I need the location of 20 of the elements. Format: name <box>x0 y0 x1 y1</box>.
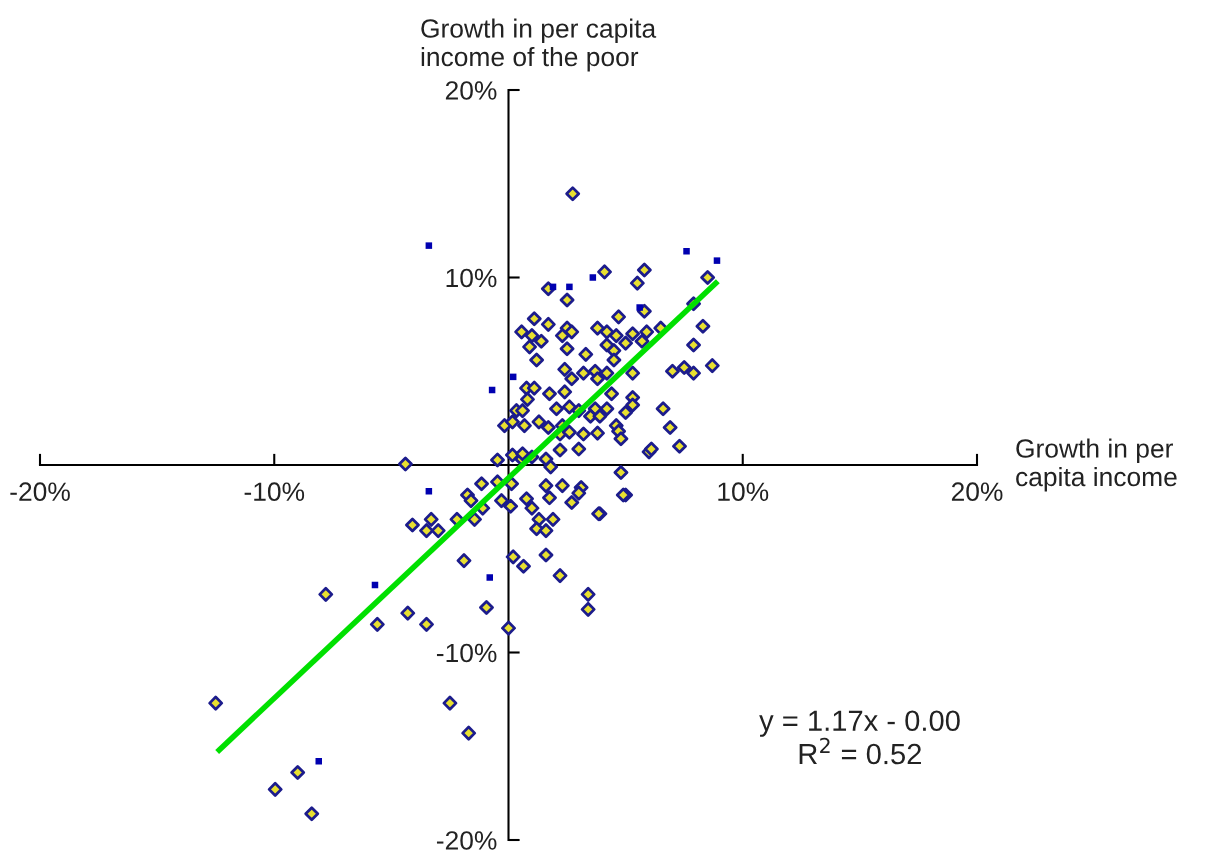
x-axis-title: Growth in per capita income <box>1016 438 1177 492</box>
point <box>315 757 323 765</box>
point <box>636 304 643 311</box>
annotation: y = 1.17x - 0.00 R$^{2}$ = 0.52 <box>759 710 960 765</box>
x-tick-label: 20% <box>951 482 1003 502</box>
y-tick-label: -10% <box>436 643 497 663</box>
y-tick-label: -20% <box>436 831 497 850</box>
x-tick-label: -10% <box>244 482 305 502</box>
x-tick-label: -20% <box>10 482 70 502</box>
point <box>425 242 433 249</box>
point <box>683 247 690 255</box>
point <box>566 283 573 291</box>
point <box>713 257 721 264</box>
point <box>425 487 433 495</box>
point <box>589 274 597 281</box>
x-tick-label: 10% <box>718 482 769 502</box>
y-axis-title: Growth in per capita income of the poor <box>421 18 657 72</box>
y-tick-label: 10% <box>446 268 497 288</box>
y-tick-label: 20% <box>445 81 497 100</box>
point <box>486 574 494 581</box>
